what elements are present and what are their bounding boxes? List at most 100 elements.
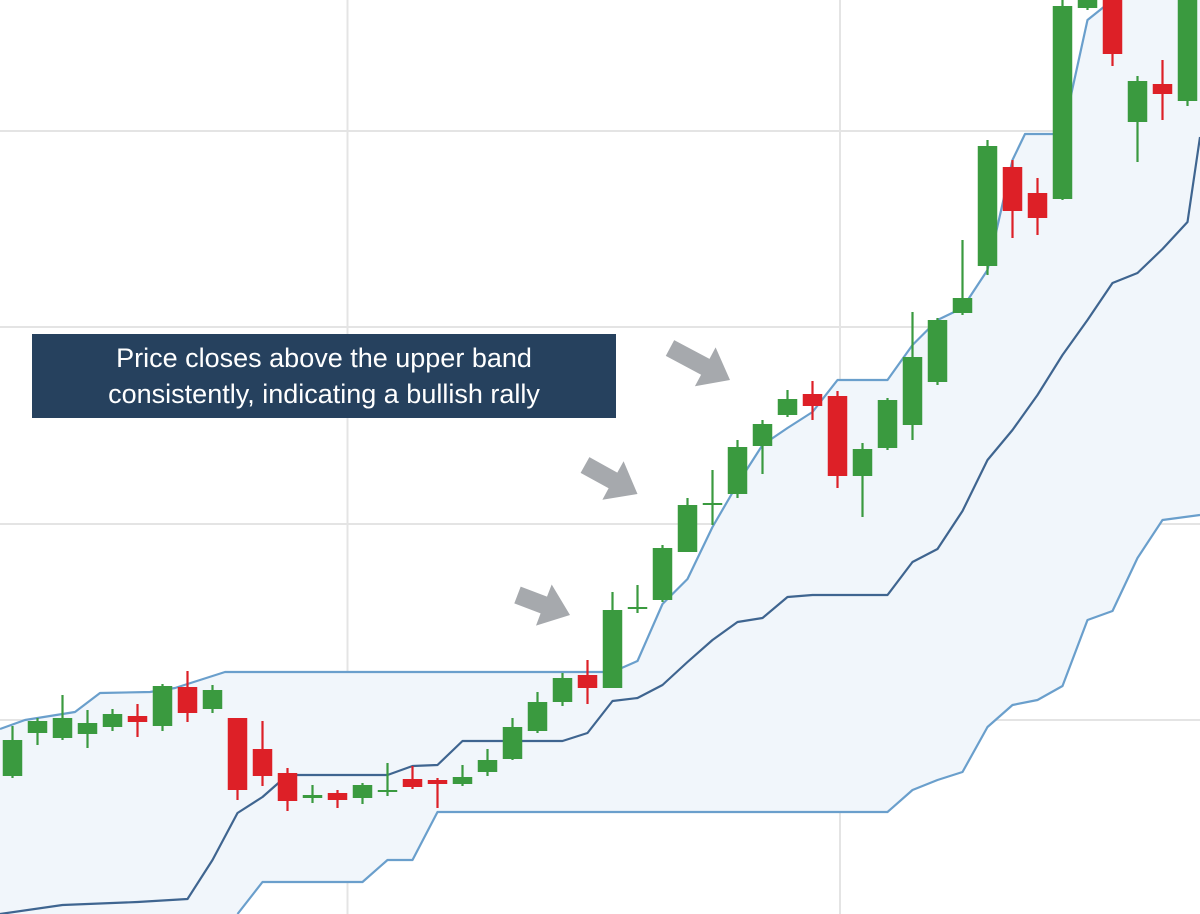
candle-38 xyxy=(952,240,973,315)
candle-29 xyxy=(727,440,748,498)
candle-26 xyxy=(652,545,673,602)
candle-14 xyxy=(352,783,373,804)
candle-41 xyxy=(1027,178,1048,235)
candle-body xyxy=(777,399,798,415)
candle-28 xyxy=(702,470,723,525)
candle-body xyxy=(452,777,473,784)
candle-body xyxy=(802,394,823,406)
candle-9 xyxy=(227,718,248,800)
annotation-arrows-layer xyxy=(514,340,730,626)
candle-37 xyxy=(927,318,948,385)
candle-12 xyxy=(302,785,323,803)
candle-body xyxy=(752,424,773,446)
candle-body xyxy=(427,780,448,784)
candle-body xyxy=(602,610,623,688)
candle-body xyxy=(652,548,673,600)
annotation-arrow-2 xyxy=(665,340,730,387)
candle-body xyxy=(1002,167,1023,211)
candle-42 xyxy=(1052,0,1073,200)
candle-27 xyxy=(677,498,698,552)
candle-body xyxy=(277,773,298,801)
candle-15 xyxy=(377,763,398,796)
candle-body xyxy=(827,396,848,476)
candle-31 xyxy=(777,390,798,417)
candle-body xyxy=(1027,193,1048,218)
candle-body xyxy=(952,298,973,313)
candle-body xyxy=(552,678,573,702)
candle-body xyxy=(927,320,948,382)
candle-body xyxy=(52,718,73,738)
candle-body xyxy=(1102,0,1123,54)
candle-40 xyxy=(1002,160,1023,238)
candle-34 xyxy=(852,443,873,517)
candle-body xyxy=(902,357,923,425)
candle-18 xyxy=(452,765,473,786)
candle-body xyxy=(152,686,173,726)
candle-body xyxy=(402,779,423,787)
candle-body xyxy=(302,795,323,798)
candle-body xyxy=(702,503,723,505)
candle-3 xyxy=(77,710,98,748)
candle-body xyxy=(377,790,398,792)
candle-7 xyxy=(177,671,198,722)
candle-19 xyxy=(477,749,498,776)
candle-4 xyxy=(102,709,123,731)
candle-6 xyxy=(152,684,173,731)
candle-1 xyxy=(27,718,48,745)
candle-body xyxy=(677,505,698,552)
candle-body xyxy=(227,718,248,790)
candle-25 xyxy=(627,585,648,613)
candle-44 xyxy=(1102,0,1123,66)
candle-body xyxy=(2,740,23,776)
candle-30 xyxy=(752,420,773,474)
candle-body xyxy=(1127,81,1148,122)
annotation-arrow-0 xyxy=(514,584,570,626)
candle-47 xyxy=(1177,0,1198,106)
candle-35 xyxy=(877,398,898,450)
candle-body xyxy=(1152,84,1173,94)
candle-body xyxy=(327,793,348,800)
candle-body xyxy=(352,785,373,798)
candle-20 xyxy=(502,718,523,760)
candle-body xyxy=(577,675,598,688)
candle-45 xyxy=(1127,76,1148,162)
candle-body xyxy=(27,721,48,733)
candle-21 xyxy=(527,692,548,733)
candle-body xyxy=(977,146,998,266)
candle-2 xyxy=(52,695,73,740)
annotation-callout: Price closes above the upper band consis… xyxy=(32,334,616,418)
candle-22 xyxy=(552,673,573,706)
candle-body xyxy=(502,727,523,759)
annotation-text: Price closes above the upper band consis… xyxy=(108,343,540,409)
candle-8 xyxy=(202,685,223,713)
candle-43 xyxy=(1077,0,1098,10)
candle-body xyxy=(727,447,748,494)
candle-body xyxy=(1052,6,1073,199)
candle-body xyxy=(252,749,273,776)
candle-13 xyxy=(327,790,348,808)
candle-body xyxy=(177,687,198,713)
candle-body xyxy=(852,449,873,476)
candle-body xyxy=(527,702,548,731)
candle-body xyxy=(877,400,898,448)
lower-band-line xyxy=(236,513,1200,914)
candle-body xyxy=(1077,0,1098,8)
candle-39 xyxy=(977,140,998,275)
candle-body xyxy=(202,690,223,709)
candle-body xyxy=(102,714,123,727)
candles-layer xyxy=(2,0,1198,811)
candle-46 xyxy=(1152,60,1173,120)
candle-24 xyxy=(602,592,623,688)
candle-body xyxy=(77,723,98,734)
candle-23 xyxy=(577,660,598,704)
candle-32 xyxy=(802,381,823,420)
candle-5 xyxy=(127,704,148,737)
annotation-arrow-1 xyxy=(580,457,638,500)
candle-body xyxy=(1177,0,1198,101)
candle-body xyxy=(477,760,498,772)
candle-17 xyxy=(427,778,448,808)
candle-36 xyxy=(902,312,923,440)
